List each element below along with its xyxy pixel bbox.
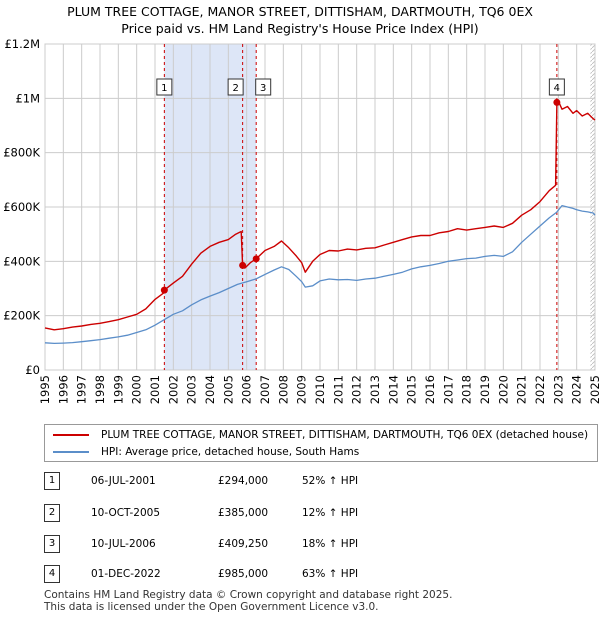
x-tick-label: 2015 (405, 375, 419, 404)
sale-point (239, 261, 247, 269)
sale-hpi-change: 12% ↑ HPI (302, 507, 359, 519)
sale-row: 1 06-JUL-2001 £294,000 52% ↑ HPI (44, 471, 444, 491)
sale-price: £409,250 (218, 538, 269, 550)
legend-swatch-property (53, 434, 89, 436)
y-tick-label: £400K (3, 254, 40, 268)
legend-item-hpi: HPI: Average price, detached house, Sout… (53, 444, 359, 460)
sale-date: 01-DEC-2022 (91, 568, 161, 580)
y-tick-label: £200K (3, 309, 40, 323)
chart-title-line1: PLUM TREE COTTAGE, MANOR STREET, DITTISH… (67, 4, 533, 19)
sale-price: £985,000 (218, 568, 269, 580)
legend-label-property: PLUM TREE COTTAGE, MANOR STREET, DITTISH… (101, 429, 589, 441)
x-tick-label: 2001 (148, 375, 162, 404)
sale-hpi-change: 63% ↑ HPI (302, 568, 359, 580)
x-tick-label: 2009 (295, 375, 309, 404)
sale-label-text: 1 (161, 83, 167, 94)
y-tick-label: £600K (3, 200, 40, 214)
x-tick-label: 2022 (533, 375, 547, 404)
x-tick-label: 1995 (38, 375, 52, 404)
sale-label-text: 3 (260, 83, 266, 94)
sale-label-box (548, 78, 565, 96)
sale-number-badge: 3 (44, 535, 60, 553)
price-chart: £0 £200K £400K £600K £800K £1M £1.2M 1995 1996 19… (3, 37, 600, 404)
x-tick-label: 1999 (111, 375, 125, 404)
x-tick-label: 2020 (496, 375, 510, 404)
x-tick-label: 2003 (185, 375, 199, 404)
x-tick-label: 2004 (203, 375, 217, 404)
x-tick-label: 2012 (350, 375, 364, 404)
x-tick-label: 2014 (386, 375, 400, 404)
x-tick-label: 2024 (570, 375, 584, 404)
x-tick-label: 2006 (240, 375, 254, 404)
sale-label-box (156, 78, 173, 96)
x-tick-label: 2019 (478, 375, 492, 404)
sale-point (553, 98, 561, 106)
hpi-series-line (44, 204, 596, 345)
sale-label-text: 4 (554, 83, 560, 94)
property-series-line (44, 100, 596, 331)
x-tick-label: 2018 (460, 375, 474, 404)
sale-date: 10-OCT-2005 (91, 507, 160, 519)
sale-row: 3 10-JUL-2006 £409,250 18% ↑ HPI (44, 534, 444, 554)
chart-title: PLUM TREE COTTAGE, MANOR STREET, DITTISH… (0, 3, 600, 37)
plot-border (44, 43, 596, 371)
sale-number-badge: 2 (44, 504, 60, 522)
x-tick-label: 2016 (423, 375, 437, 404)
chart-legend: PLUM TREE COTTAGE, MANOR STREET, DITTISH… (44, 424, 598, 462)
x-tick-label: 2017 (441, 375, 455, 404)
y-tick-label: £800K (3, 146, 40, 160)
sale-label-box (227, 78, 244, 96)
footer-line2: This data is licensed under the Open Gov… (44, 601, 379, 613)
sale-date: 06-JUL-2001 (91, 475, 156, 487)
footer-attribution: Contains HM Land Registry data © Crown c… (44, 589, 452, 613)
sale-row: 2 10-OCT-2005 £385,000 12% ↑ HPI (44, 503, 444, 523)
sale-price: £294,000 (218, 475, 269, 487)
x-tick-label: 2010 (313, 375, 327, 404)
x-tick-label: 1998 (93, 375, 107, 404)
sale-date: 10-JUL-2006 (91, 538, 156, 550)
y-tick-label: £0 (25, 363, 40, 377)
sale-price: £385,000 (218, 507, 269, 519)
sale-label-box (255, 78, 272, 96)
x-tick-label: 1996 (56, 375, 70, 404)
sale-row: 4 01-DEC-2022 £985,000 63% ↑ HPI (44, 564, 444, 584)
x-tick-label: 2023 (551, 375, 565, 404)
legend-item-property: PLUM TREE COTTAGE, MANOR STREET, DITTISH… (53, 427, 588, 443)
x-tick-label: 2021 (515, 375, 529, 404)
y-tick-label: £1M (15, 91, 40, 105)
legend-label-hpi: HPI: Average price, detached house, Sout… (101, 446, 360, 458)
x-tick-label: 2000 (130, 375, 144, 404)
y-tick-label: £1.2M (4, 37, 40, 51)
sale-number-badge: 1 (44, 472, 60, 490)
sale-point (160, 286, 168, 294)
sale-label-text: 2 (232, 83, 238, 94)
legend-swatch-hpi (53, 451, 89, 453)
x-tick-label: 2007 (258, 375, 272, 404)
x-tick-label: 2008 (276, 375, 290, 404)
x-tick-label: 2005 (221, 375, 235, 404)
x-tick-label: 2011 (331, 375, 345, 404)
sale-point (252, 255, 260, 263)
sale-hpi-change: 18% ↑ HPI (302, 538, 359, 550)
sale-number-badge: 4 (44, 565, 60, 583)
x-tick-label: 1997 (75, 375, 89, 404)
x-tick-label: 2002 (166, 375, 180, 404)
footer-line1: Contains HM Land Registry data © Crown c… (44, 589, 453, 601)
chart-title-line2: Price paid vs. HM Land Registry's House … (121, 21, 479, 36)
x-tick-label: 2013 (368, 375, 382, 404)
x-tick-label: 2025 (588, 375, 600, 404)
sale-hpi-change: 52% ↑ HPI (302, 475, 359, 487)
